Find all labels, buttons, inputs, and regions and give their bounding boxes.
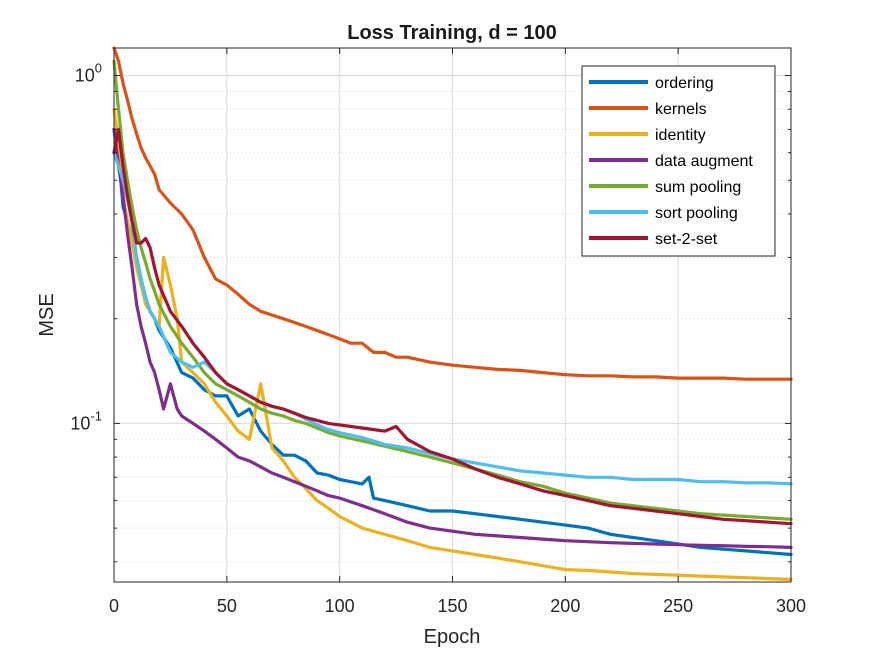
legend-label: kernels — [655, 101, 707, 118]
legend-label: ordering — [655, 75, 714, 92]
x-tick-label: 50 — [217, 596, 237, 616]
legend-label: set-2-set — [655, 231, 718, 248]
legend-label: identity — [655, 127, 706, 144]
x-tick-label: 100 — [325, 596, 355, 616]
tick-marks — [113, 48, 792, 582]
series-line-data-augment — [112, 127, 793, 549]
series-lines — [112, 46, 793, 581]
series-line-sum-pooling — [112, 59, 793, 521]
x-tick-label: 150 — [437, 596, 467, 616]
y-tick-label: 100 — [75, 61, 102, 86]
legend-label: sort pooling — [655, 205, 738, 222]
x-axis-label: Epoch — [424, 626, 481, 648]
legend-label: sum pooling — [655, 179, 741, 196]
series-line-set-2-set — [112, 127, 793, 526]
y-axis-label: MSE — [36, 293, 58, 336]
y-tick-labels: 10-1 100 — [70, 61, 102, 434]
x-tick-label: 0 — [109, 596, 119, 616]
series-line-kernels — [112, 46, 793, 381]
x-tick-label: 300 — [776, 596, 806, 616]
x-tick-labels: 0 50 100 150 200 250 300 — [109, 596, 806, 616]
x-tick-label: 250 — [663, 596, 693, 616]
chart-title: Loss Training, d = 100 — [347, 22, 557, 44]
legend-label: data augment — [655, 153, 753, 170]
x-tick-label: 200 — [550, 596, 580, 616]
y-tick-label: 10-1 — [70, 408, 102, 433]
legend: ordering kernels identity data augment sum p… — [581, 65, 776, 257]
